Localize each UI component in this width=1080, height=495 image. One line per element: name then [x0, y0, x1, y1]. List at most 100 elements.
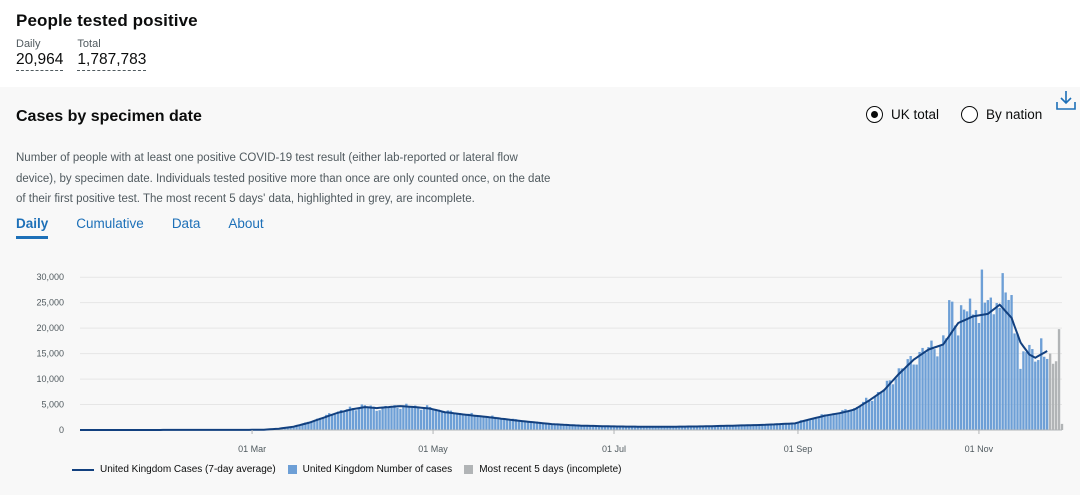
- case-bar[interactable]: [862, 401, 865, 430]
- case-bar[interactable]: [464, 415, 467, 430]
- case-bar[interactable]: [600, 425, 604, 430]
- case-bar[interactable]: [422, 408, 426, 430]
- case-bar[interactable]: [776, 423, 779, 430]
- case-bar[interactable]: [802, 420, 806, 430]
- case-bar[interactable]: [559, 424, 562, 430]
- case-bar[interactable]: [621, 426, 625, 430]
- case-bar[interactable]: [503, 418, 506, 430]
- case-bar[interactable]: [1010, 295, 1013, 430]
- case-bar[interactable]: [1028, 344, 1031, 430]
- case-bar[interactable]: [704, 426, 708, 430]
- case-bar[interactable]: [847, 411, 850, 430]
- case-bar[interactable]: [633, 426, 636, 430]
- case-bar[interactable]: [571, 424, 574, 430]
- case-bar[interactable]: [408, 406, 411, 430]
- case-bar[interactable]: [980, 269, 984, 430]
- case-bar[interactable]: [618, 426, 622, 430]
- case-bar[interactable]: [526, 420, 530, 430]
- case-bar[interactable]: [882, 389, 886, 430]
- case-bar[interactable]: [529, 421, 533, 430]
- case-bar[interactable]: [796, 421, 800, 430]
- case-bar[interactable]: [485, 417, 488, 430]
- case-bar[interactable]: [520, 421, 524, 430]
- case-bar[interactable]: [909, 355, 912, 430]
- case-bar[interactable]: [630, 426, 634, 430]
- case-bar[interactable]: [948, 300, 951, 430]
- case-bar[interactable]: [787, 422, 791, 430]
- case-bar[interactable]: [918, 351, 921, 430]
- case-bar[interactable]: [761, 424, 764, 430]
- case-bar[interactable]: [330, 414, 334, 430]
- case-bar[interactable]: [452, 413, 455, 430]
- case-bar[interactable]: [627, 426, 631, 430]
- tab-data[interactable]: Data: [171, 216, 201, 231]
- case-bar[interactable]: [289, 427, 292, 430]
- case-bar[interactable]: [479, 415, 482, 430]
- case-bar[interactable]: [853, 408, 856, 430]
- case-bar[interactable]: [482, 415, 485, 430]
- case-bar[interactable]: [814, 418, 817, 430]
- case-bar[interactable]: [455, 414, 458, 430]
- case-bar[interactable]: [778, 423, 782, 430]
- case-bar[interactable]: [568, 424, 571, 430]
- case-bar[interactable]: [467, 413, 470, 430]
- case-bar[interactable]: [924, 352, 927, 430]
- case-bar[interactable]: [316, 418, 319, 430]
- case-bar[interactable]: [692, 426, 696, 430]
- case-bar[interactable]: [841, 410, 844, 430]
- incomplete-bar[interactable]: [1051, 363, 1055, 430]
- case-bar[interactable]: [310, 421, 313, 430]
- case-bar[interactable]: [1045, 358, 1049, 430]
- case-bar[interactable]: [951, 301, 954, 430]
- case-bar[interactable]: [328, 413, 331, 430]
- case-bar[interactable]: [491, 415, 494, 430]
- case-bar[interactable]: [506, 419, 509, 430]
- case-bar[interactable]: [1007, 299, 1010, 430]
- case-bar[interactable]: [850, 410, 853, 430]
- case-bar[interactable]: [743, 424, 746, 430]
- case-bar[interactable]: [541, 423, 545, 430]
- case-bar[interactable]: [784, 423, 788, 430]
- case-bar[interactable]: [592, 425, 595, 430]
- case-bar[interactable]: [764, 424, 767, 430]
- case-bar[interactable]: [500, 418, 503, 430]
- case-bar[interactable]: [517, 421, 521, 430]
- case-bar[interactable]: [336, 411, 340, 430]
- case-bar[interactable]: [319, 417, 322, 430]
- case-bar[interactable]: [589, 425, 592, 430]
- case-bar[interactable]: [672, 426, 675, 430]
- case-bar[interactable]: [962, 309, 966, 430]
- case-bar[interactable]: [538, 422, 542, 430]
- case-bar[interactable]: [770, 424, 773, 430]
- case-bar[interactable]: [443, 412, 447, 430]
- case-bar[interactable]: [894, 378, 898, 430]
- case-bar[interactable]: [651, 426, 654, 430]
- legend-item-average[interactable]: United Kingdom Cases (7-day average): [72, 464, 276, 475]
- case-bar[interactable]: [865, 397, 868, 430]
- case-bar[interactable]: [304, 422, 307, 430]
- case-bar[interactable]: [781, 423, 785, 430]
- case-bar[interactable]: [752, 425, 755, 430]
- case-bar[interactable]: [295, 425, 298, 430]
- case-bar[interactable]: [425, 405, 429, 430]
- case-bar[interactable]: [339, 410, 343, 430]
- case-bar[interactable]: [989, 297, 992, 430]
- case-bar[interactable]: [508, 419, 512, 430]
- case-bar[interactable]: [494, 416, 497, 430]
- case-bar[interactable]: [897, 368, 901, 430]
- case-bar[interactable]: [838, 413, 841, 430]
- radio-by-nation[interactable]: By nation: [961, 106, 1042, 123]
- case-bar[interactable]: [606, 426, 610, 430]
- case-bar[interactable]: [612, 425, 616, 430]
- case-bar[interactable]: [322, 417, 325, 430]
- case-bar[interactable]: [936, 356, 939, 430]
- case-bar[interactable]: [689, 426, 693, 430]
- case-bar[interactable]: [333, 414, 337, 430]
- case-bar[interactable]: [716, 425, 720, 430]
- case-bar[interactable]: [434, 409, 438, 430]
- case-bar[interactable]: [663, 426, 666, 430]
- case-bar[interactable]: [870, 400, 874, 430]
- case-bar[interactable]: [1019, 368, 1022, 430]
- case-bar[interactable]: [675, 426, 678, 430]
- case-bar[interactable]: [731, 425, 734, 430]
